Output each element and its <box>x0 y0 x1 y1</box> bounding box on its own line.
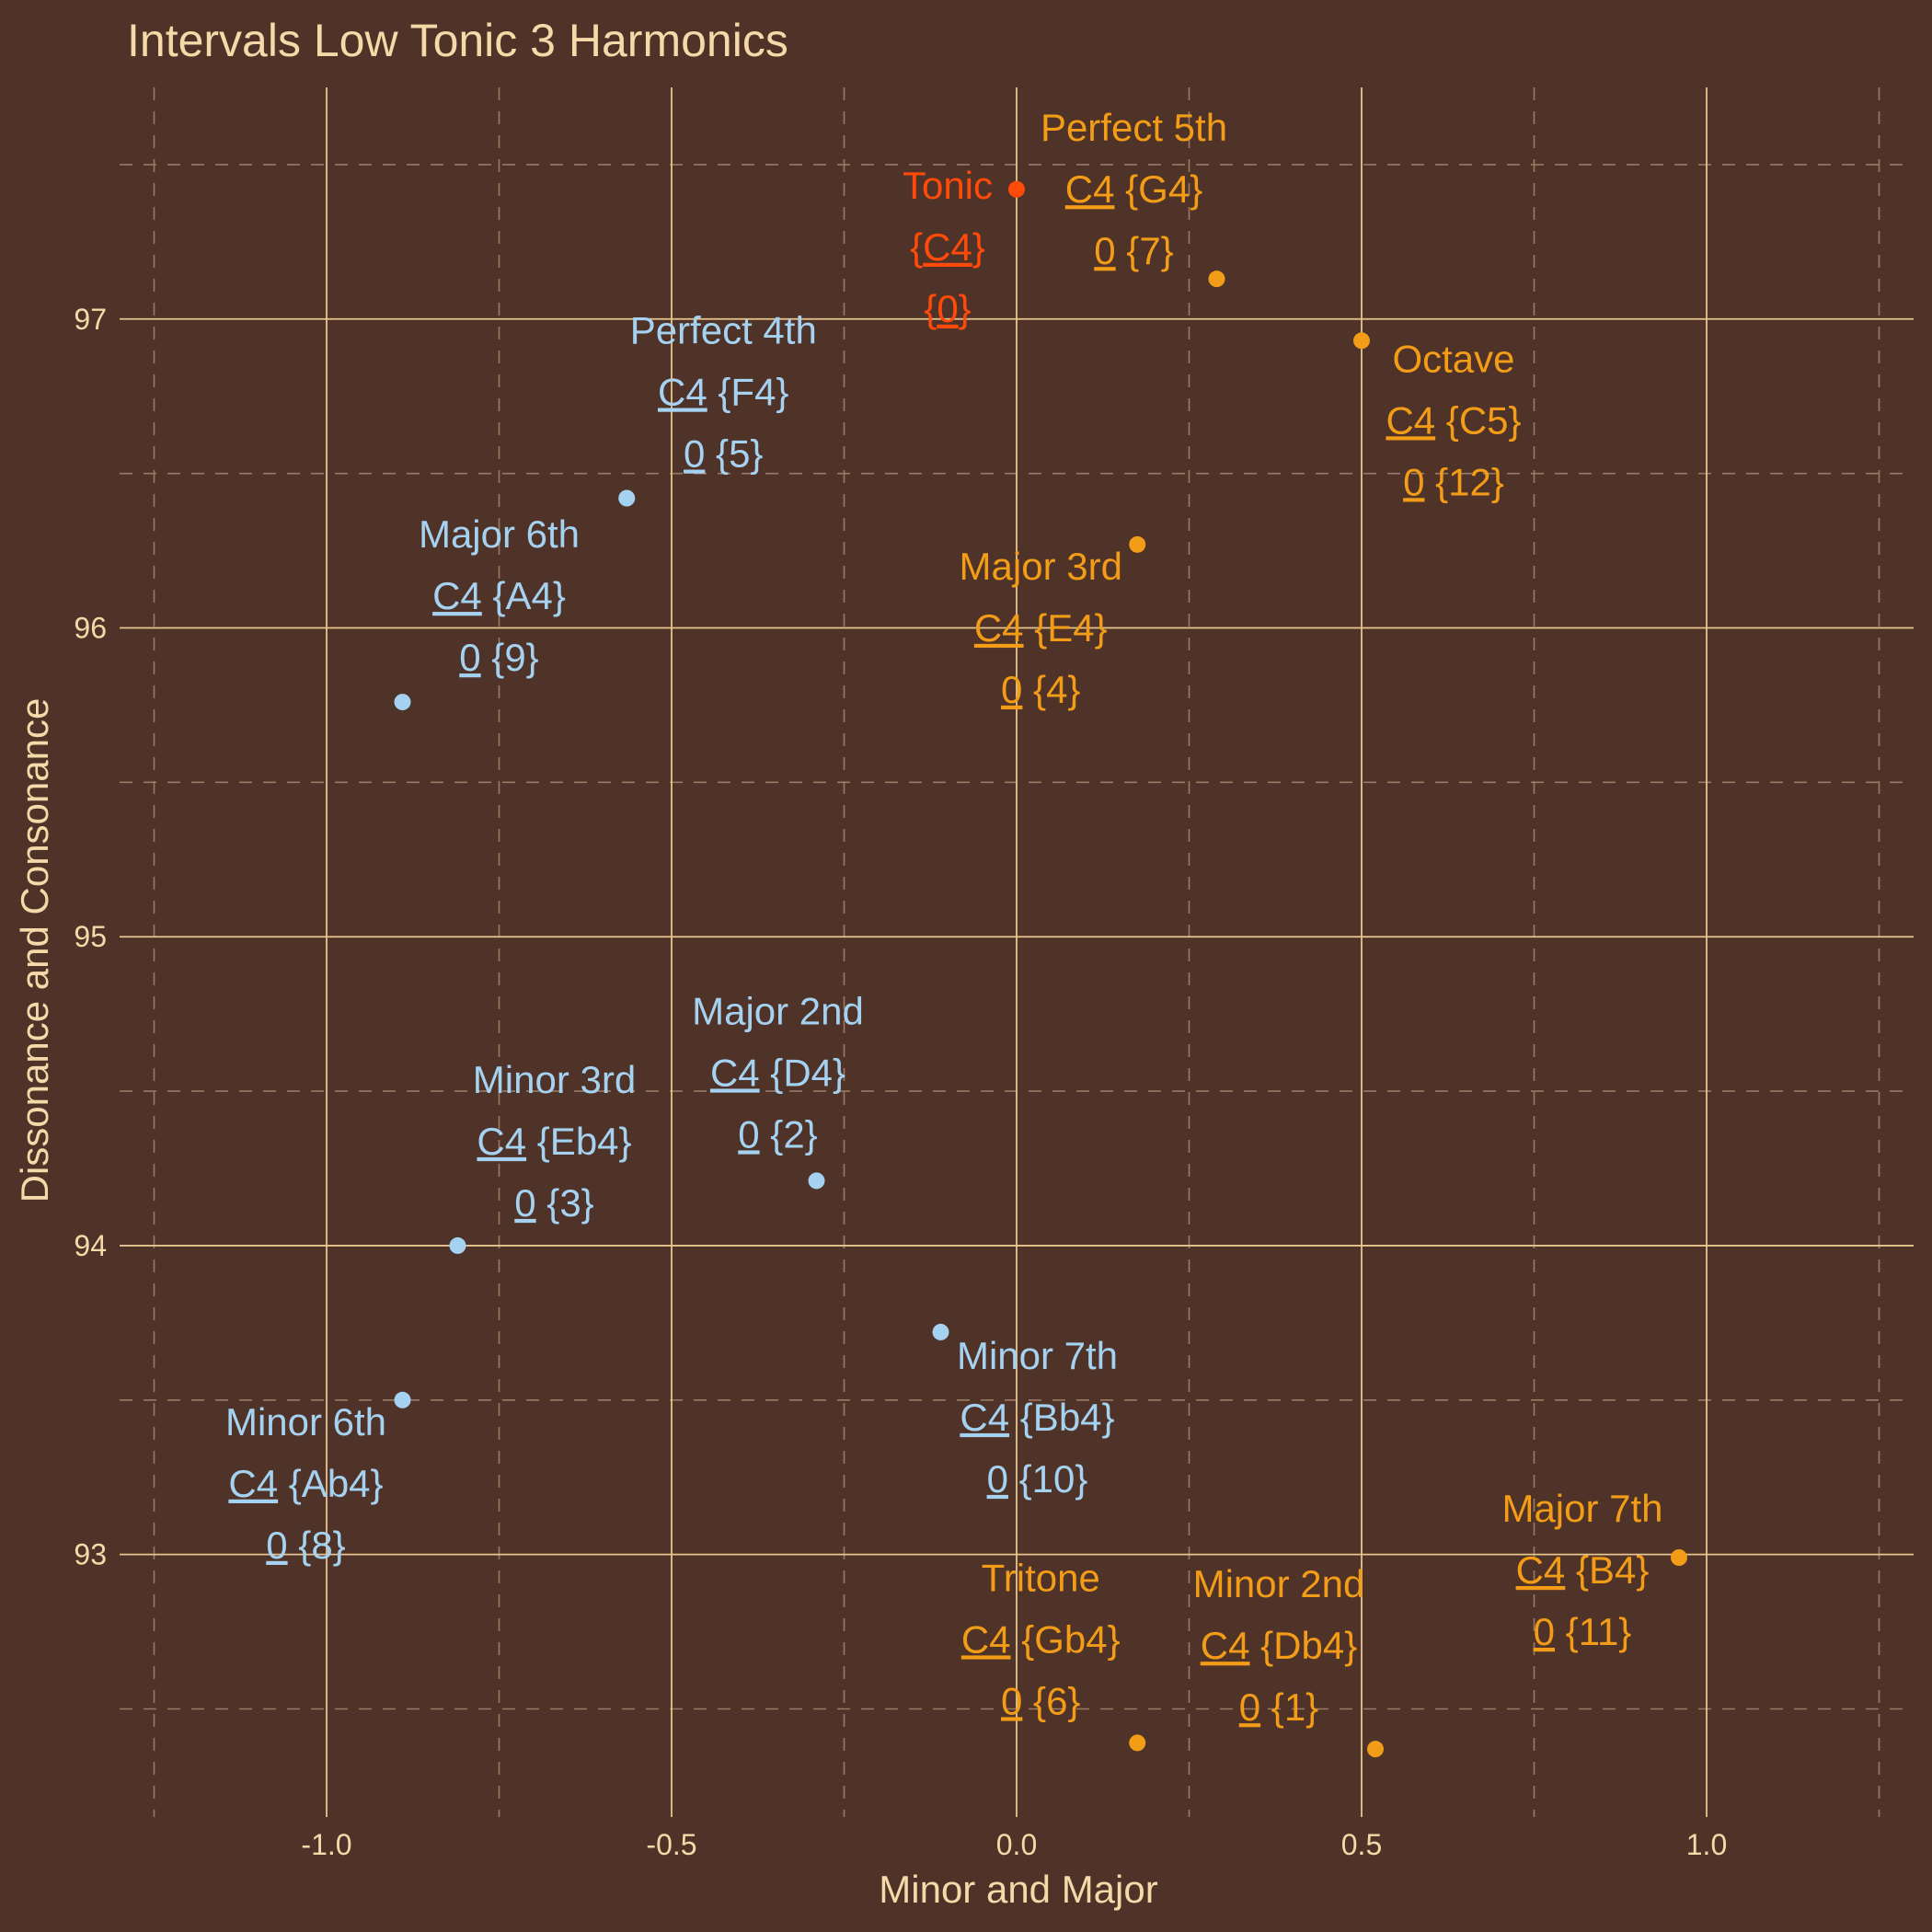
point-label-major-7th-line1: Major 7th <box>1501 1487 1662 1530</box>
point-label-minor-3rd-line2: C4 {Eb4} <box>477 1120 631 1163</box>
point-label-tritone-line1: Tritone <box>982 1556 1100 1599</box>
axis-ticks: -1.0 -0.5 0.0 0.5 1.0 93 94 95 96 97 <box>74 303 1727 1861</box>
point-minor-3rd <box>449 1236 466 1254</box>
point-label-perfect-5th-line3: 0 {7} <box>1094 229 1173 272</box>
point-tonic <box>1008 180 1025 198</box>
point-minor-2nd <box>1367 1741 1384 1758</box>
point-label-major-2nd-line3: 0 {2} <box>738 1112 817 1156</box>
point-label-octave-line1: Octave <box>1392 337 1514 380</box>
point-label-octave-line3: 0 {12} <box>1403 460 1504 503</box>
point-label-minor-7th-line2: C4 {Bb4} <box>960 1396 1114 1439</box>
point-label-major-2nd-line1: Major 2nd <box>692 989 864 1032</box>
point-label-major-7th-line2: C4 {B4} <box>1516 1548 1650 1592</box>
point-label-perfect-4th-line2: C4 {F4} <box>658 371 788 414</box>
point-label-octave-line2: C4 {C5} <box>1386 398 1521 442</box>
point-label-tonic-line1: Tonic <box>903 164 993 207</box>
point-major-6th <box>394 694 411 711</box>
x-tick-label: 0.0 <box>996 1828 1037 1861</box>
point-label-major-7th-line3: 0 {11} <box>1534 1610 1632 1653</box>
point-minor-7th <box>932 1323 949 1340</box>
point-label-minor-6th-line3: 0 {8} <box>266 1524 345 1567</box>
data-points <box>394 180 1687 1758</box>
point-label-minor-2nd-line2: C4 {Db4} <box>1201 1624 1357 1667</box>
grid-lines <box>120 87 1914 1817</box>
point-label-tonic-line2: {C4} <box>910 225 985 269</box>
point-octave <box>1353 332 1370 350</box>
point-label-minor-2nd-line3: 0 {1} <box>1239 1685 1318 1729</box>
point-label-perfect-4th-line3: 0 {5} <box>684 432 763 476</box>
point-label-tritone-line2: C4 {Gb4} <box>961 1617 1121 1661</box>
point-label-minor-3rd-line3: 0 {3} <box>514 1181 593 1225</box>
x-tick-label: -1.0 <box>301 1828 351 1861</box>
x-axis-title: Minor and Major <box>879 1868 1157 1911</box>
point-label-minor-3rd-line1: Minor 3rd <box>473 1058 636 1101</box>
point-label-major-6th-line3: 0 {9} <box>459 636 538 679</box>
point-label-minor-7th-line3: 0 {10} <box>987 1457 1088 1501</box>
point-tritone <box>1129 1734 1146 1752</box>
x-tick-label: -0.5 <box>646 1828 696 1861</box>
point-label-perfect-4th-line1: Perfect 4th <box>630 309 817 352</box>
y-tick-label: 93 <box>74 1538 107 1571</box>
point-label-minor-6th-line2: C4 {Ab4} <box>228 1462 383 1505</box>
y-tick-label: 97 <box>74 303 107 336</box>
point-label-major-3rd-line2: C4 {E4} <box>974 606 1108 650</box>
point-label-major-3rd-line1: Major 3rd <box>960 545 1122 588</box>
y-tick-label: 94 <box>74 1229 107 1262</box>
point-label-major-2nd-line2: C4 {D4} <box>710 1051 845 1094</box>
point-label-tritone-line3: 0 {6} <box>1001 1679 1080 1722</box>
point-label-minor-2nd-line1: Minor 2nd <box>1193 1562 1365 1605</box>
point-major-7th <box>1671 1549 1687 1566</box>
point-label-perfect-5th-line2: C4 {G4} <box>1065 167 1202 211</box>
y-axis-title: Dissonance and Consonance <box>13 698 56 1203</box>
point-labels: Tonic {C4} {0} Minor 2nd C4 {Db4} 0 {1} Major … <box>225 106 1663 1729</box>
point-label-major-3rd-line3: 0 {4} <box>1001 668 1080 711</box>
y-tick-label: 95 <box>74 920 107 953</box>
point-perfect-4th <box>618 489 636 507</box>
point-label-tonic-line3: {0} <box>924 287 971 330</box>
point-major-3rd <box>1129 535 1146 553</box>
point-label-minor-6th-line1: Minor 6th <box>225 1400 386 1443</box>
point-perfect-5th <box>1208 270 1225 288</box>
x-tick-label: 0.5 <box>1341 1828 1382 1861</box>
y-tick-label: 96 <box>74 612 107 645</box>
point-label-perfect-5th-line1: Perfect 5th <box>1041 106 1227 149</box>
point-minor-6th <box>394 1391 411 1409</box>
point-label-major-6th-line1: Major 6th <box>419 512 580 556</box>
point-label-major-6th-line2: C4 {A4} <box>432 574 566 617</box>
point-label-minor-7th-line1: Minor 7th <box>957 1334 1118 1377</box>
x-tick-label: 1.0 <box>1686 1828 1727 1861</box>
chart-title: Intervals Low Tonic 3 Harmonics <box>127 15 788 66</box>
point-major-2nd <box>808 1172 825 1190</box>
